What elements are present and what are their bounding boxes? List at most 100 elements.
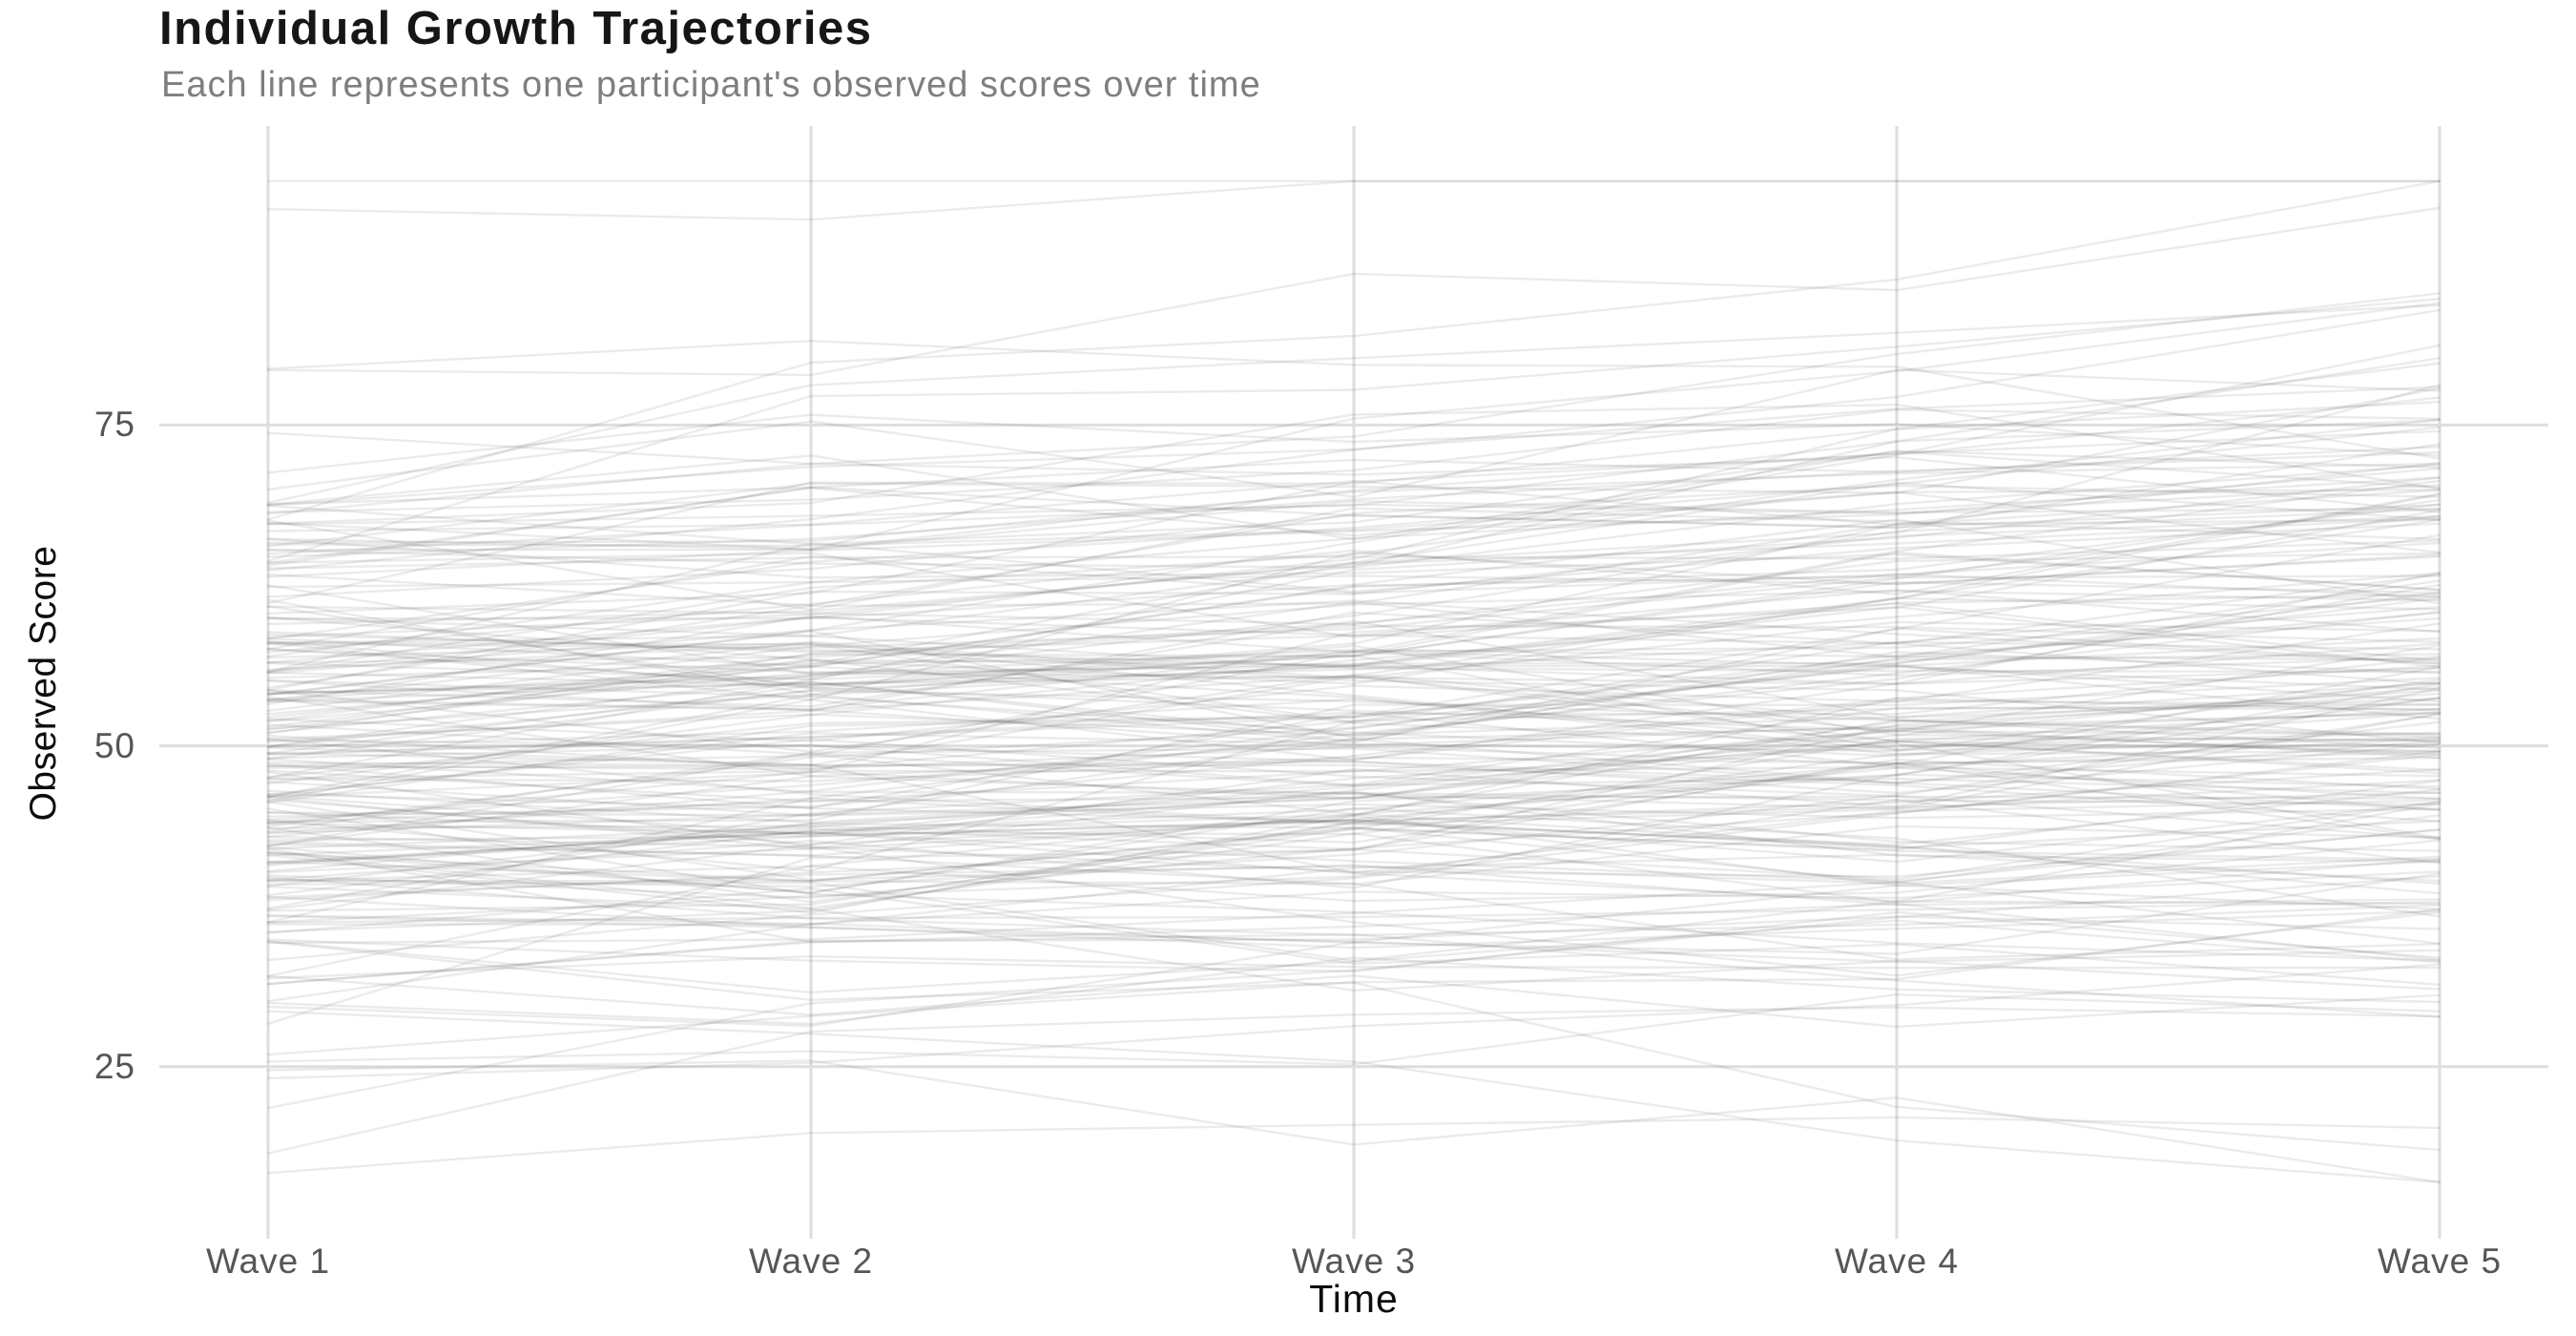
trajectory-line: [266, 699, 2441, 747]
trajectory-line: [266, 680, 2441, 874]
trajectory-line: [266, 779, 2441, 834]
trajectory-line: [266, 443, 2441, 598]
trajectory-line: [266, 802, 2441, 903]
trajectory-line: [266, 484, 2441, 555]
trajectory-line: [266, 673, 2441, 753]
trajectory-line: [266, 552, 2441, 626]
trajectory-line: [266, 596, 2441, 748]
trajectory-line: [266, 769, 2441, 803]
trajectory-line: [266, 344, 2441, 615]
trajectory-line: [266, 298, 2441, 563]
trajectory-line: [266, 486, 2441, 567]
trajectory-line: [266, 874, 2441, 1110]
trajectory-line: [266, 1059, 2441, 1184]
trajectory-line: [266, 552, 2441, 663]
trajectory-line: [266, 640, 2441, 872]
trajectory-line: [266, 362, 2441, 674]
trajectory-line: [266, 498, 2441, 779]
trajectory-line: [266, 653, 2441, 757]
trajectory-line: [266, 386, 2441, 548]
trajectory-line: [266, 450, 2441, 546]
trajectory-line: [266, 518, 2441, 620]
trajectory-line: [266, 839, 2441, 903]
trajectory-line: [266, 622, 2441, 742]
trajectory-line: [266, 678, 2441, 798]
trajectory-line: [266, 757, 2441, 836]
trajectory-line: [266, 770, 2441, 878]
trajectory-line: [266, 627, 2441, 744]
trajectory-line: [266, 611, 2441, 740]
trajectory-line: [266, 791, 2441, 842]
trajectory-line: [266, 641, 2441, 744]
trajectory-line: [266, 431, 2441, 513]
trajectory-line: [266, 1116, 2441, 1175]
trajectory-line: [266, 853, 2441, 926]
trajectory-line: [266, 762, 2441, 895]
trajectory-line: [266, 449, 2441, 541]
trajectory-line: [266, 706, 2441, 909]
trajectory-line: [266, 1010, 2441, 1184]
trajectory-line: [266, 619, 2441, 720]
trajectory-line: [266, 368, 2441, 498]
trajectory-line: [266, 616, 2441, 840]
trajectory-line: [266, 463, 2441, 569]
trajectory-line: [266, 476, 2441, 658]
trajectory-line: [266, 827, 2441, 883]
trajectory-line: [266, 681, 2441, 741]
trajectory-line: [266, 915, 2441, 986]
trajectory-line: [266, 493, 2441, 712]
trajectory-line: [266, 584, 2441, 676]
trajectory-line: [266, 799, 2441, 924]
y-tick-label: 50: [93, 725, 135, 765]
trajectory-line: [266, 461, 2441, 687]
trajectory-line: [266, 596, 2441, 728]
trajectory-line: [266, 789, 2441, 864]
trajectory-line: [266, 533, 2441, 779]
trajectory-line: [266, 579, 2441, 696]
x-axis-title: Time: [1309, 1277, 1399, 1321]
trajectory-line: [266, 963, 2441, 1080]
trajectory-line: [266, 870, 2441, 1003]
trajectory-line: [266, 651, 2441, 768]
trajectory-line: [266, 489, 2441, 548]
trajectory-line: [266, 599, 2441, 675]
trajectory-line: [266, 648, 2441, 685]
trajectory-line: [266, 887, 2441, 987]
trajectory-line: [266, 408, 2441, 513]
trajectory-line: [266, 814, 2441, 884]
trajectory-line: [266, 516, 2441, 626]
trajectory-line: [266, 481, 2441, 638]
trajectory-line: [266, 467, 2441, 578]
page-title: Individual Growth Trajectories: [159, 3, 873, 54]
trajectory-line: [266, 698, 2441, 775]
trajectory-line: [266, 537, 2441, 592]
trajectory-line: [266, 583, 2441, 924]
trajectory-line: [266, 206, 2441, 377]
x-tick-label: Wave 5: [2377, 1242, 2503, 1281]
trajectory-line: [266, 750, 2441, 962]
trajectory-line: [266, 357, 2441, 526]
trajectory-line: [266, 703, 2441, 771]
trajectory-line: [266, 881, 2441, 945]
trajectory-line: [266, 637, 2441, 756]
trajectory-line: [266, 847, 2441, 1019]
trajectory-line: [266, 589, 2441, 654]
trajectory-line: [266, 605, 2441, 757]
trajectory-line: [266, 835, 2441, 977]
trajectory-line: [266, 713, 2441, 888]
trajectory-line: [266, 595, 2441, 694]
trajectory-line: [266, 758, 2441, 866]
trajectory-line: [266, 696, 2441, 812]
trajectory-line: [266, 637, 2441, 761]
trajectory-line: [266, 876, 2441, 937]
trajectory-line: [266, 737, 2441, 883]
trajectory-line: [266, 446, 2441, 506]
trajectory-line: [266, 814, 2441, 914]
trajectory-line: [266, 779, 2441, 904]
gridlines-group: [159, 126, 2548, 1239]
trajectory-line: [266, 992, 2441, 1066]
trajectory-line: [266, 901, 2441, 924]
trajectory-line: [266, 692, 2441, 1026]
trajectory-line: [266, 682, 2441, 977]
trajectory-line: [266, 738, 2441, 822]
